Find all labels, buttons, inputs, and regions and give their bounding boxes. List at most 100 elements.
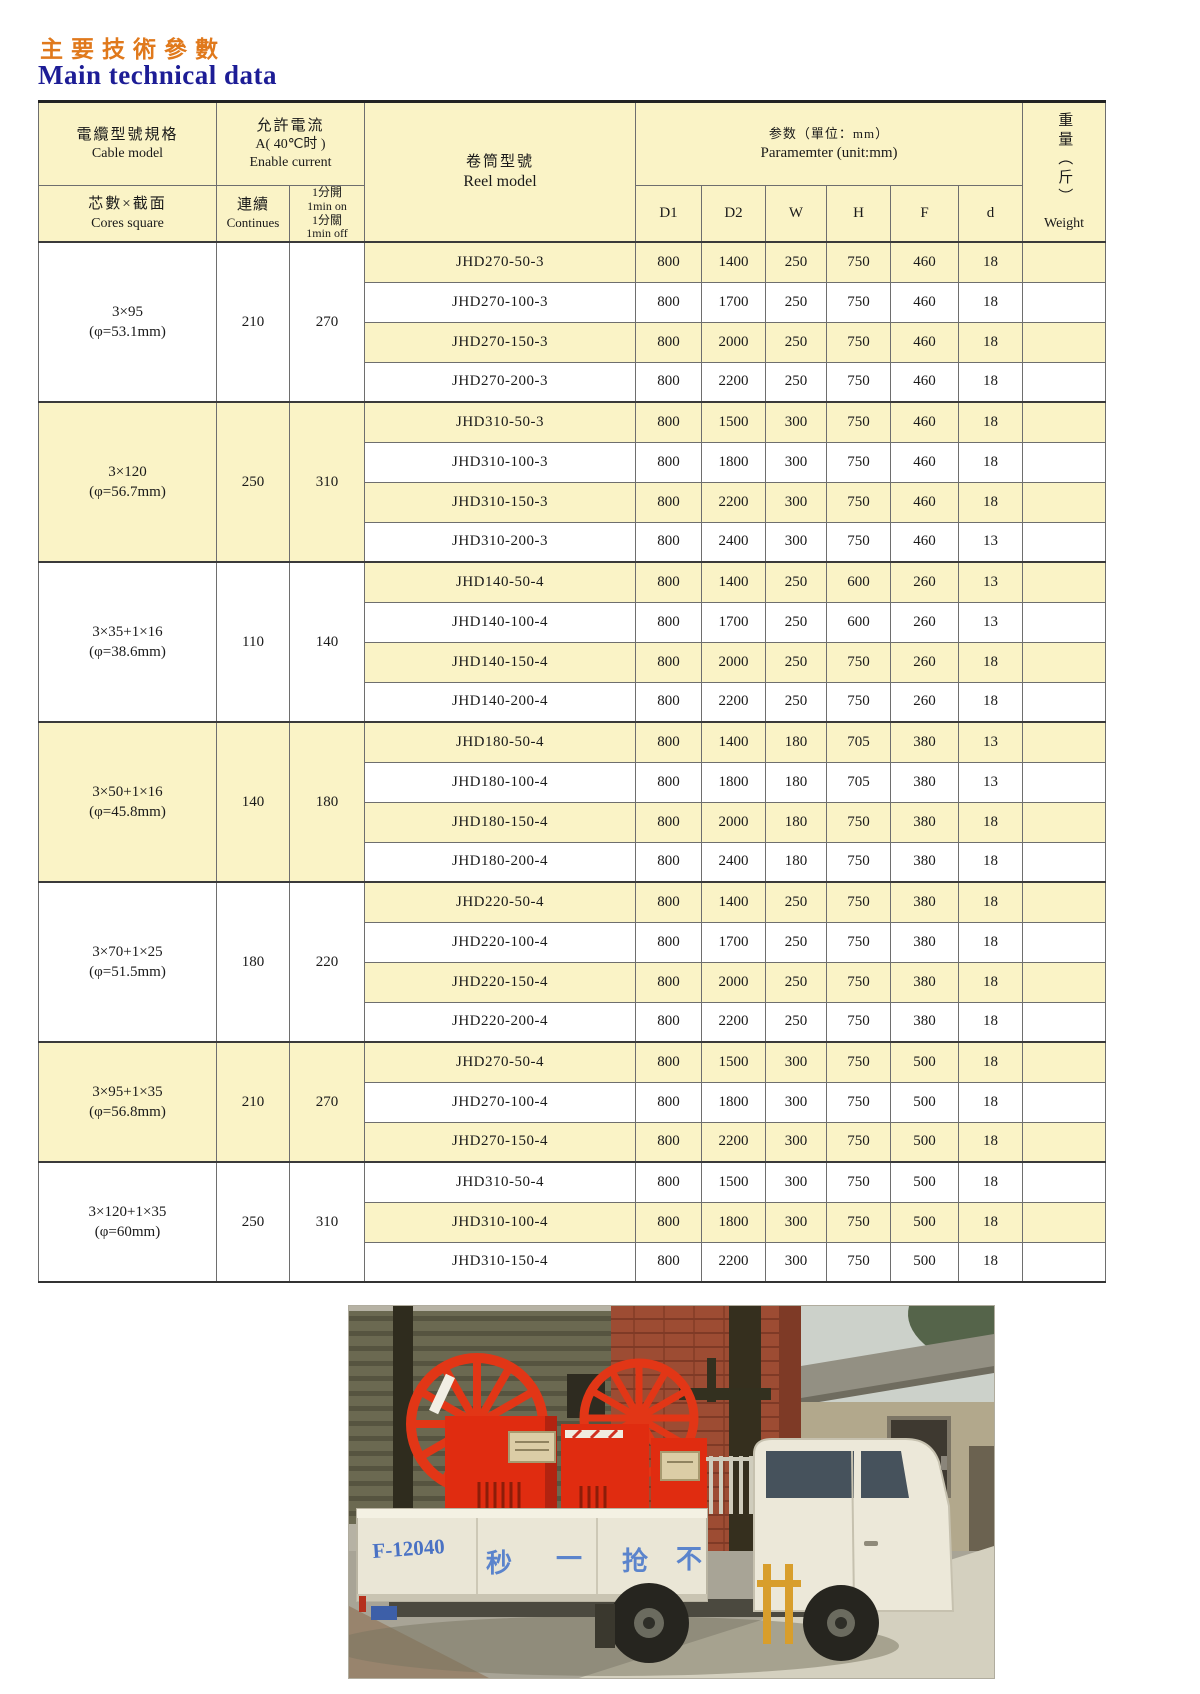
license-plate <box>371 1606 397 1620</box>
weight-cell <box>1022 961 1107 1003</box>
weight-cell <box>1022 561 1107 603</box>
dim-d1-cell: 800 <box>635 921 703 963</box>
intermittent-current-cell: 180 <box>288 721 366 883</box>
dim-d2-cell: 1400 <box>701 881 767 923</box>
roof-edge <box>801 1366 994 1405</box>
dim-d1-cell: 800 <box>635 321 703 363</box>
dim-f-cell: 500 <box>890 1041 960 1083</box>
dim-d-cell: 18 <box>958 321 1024 363</box>
doorway <box>969 1446 994 1551</box>
dim-h-cell: 705 <box>826 761 892 803</box>
reel-model-cell: JHD310-100-3 <box>364 441 637 483</box>
dim-f-cell: 380 <box>890 881 960 923</box>
reel-model-cell: JHD140-150-4 <box>364 641 637 683</box>
table-row: 3×50+1×16 (φ=45.8mm) 140 180 JHD180-50-4 800 1… <box>38 721 1107 883</box>
dim-d-cell: 13 <box>958 721 1024 763</box>
dim-w-cell: 250 <box>765 681 828 723</box>
dim-h-cell: 750 <box>826 961 892 1003</box>
dim-f-cell: 500 <box>890 1241 960 1283</box>
dim-h-cell: 750 <box>826 521 892 563</box>
dim-d1-cell: 800 <box>635 1241 703 1283</box>
reel-model-cell: JHD310-50-3 <box>364 401 637 443</box>
weight-cell <box>1022 761 1107 803</box>
dim-f-cell: 380 <box>890 961 960 1003</box>
dim-d2-cell: 2000 <box>701 961 767 1003</box>
dim-h-cell: 750 <box>826 1001 892 1043</box>
reel-model-cell: JHD270-150-3 <box>364 321 637 363</box>
header-enable-current-zh: 允許電流 <box>256 117 325 134</box>
dim-h-cell: 750 <box>826 1201 892 1243</box>
weight-cell <box>1022 921 1107 963</box>
weight-cell <box>1022 1121 1107 1163</box>
dim-f-cell: 500 <box>890 1161 960 1203</box>
dim-d2-cell: 1700 <box>701 281 767 323</box>
dim-d2-cell: 1400 <box>701 561 767 603</box>
dim-w-cell: 300 <box>765 1201 828 1243</box>
reel-model-cell: JHD270-50-4 <box>364 1041 637 1083</box>
dim-w-cell: 300 <box>765 1241 828 1283</box>
dim-h-cell: 750 <box>826 641 892 683</box>
table-row: JHD220-100-4 800 1700 250 750 380 18 <box>39 921 1107 963</box>
weight-cell <box>1022 1041 1107 1083</box>
dim-h-cell: 750 <box>826 801 892 843</box>
dim-d2-cell: 2200 <box>701 681 767 723</box>
header-reel-model: 卷筒型號 Reel model <box>364 101 637 243</box>
page-title-en: Main technical data <box>38 60 277 90</box>
dim-d1-cell: 800 <box>635 561 703 603</box>
header-cores-square-zh: 芯數×截面 <box>88 196 167 213</box>
cable-model-cell: 3×95 (φ=53.1mm) <box>38 241 217 403</box>
page-title-zh: 主要技術參數 <box>40 37 226 62</box>
dim-d-cell: 18 <box>958 841 1024 883</box>
table-row: JHD270-100-4 800 1800 300 750 500 18 <box>39 1081 1107 1123</box>
dim-h-cell: 750 <box>826 281 892 323</box>
reel-model-cell: JHD220-50-4 <box>364 881 637 923</box>
product-photo: F-12040 秒 一 抢 不 <box>348 1305 995 1679</box>
dim-d-cell: 18 <box>958 801 1024 843</box>
dim-d-cell: 18 <box>958 361 1024 403</box>
dim-f-cell: 460 <box>890 241 960 283</box>
reel-model-cell: JHD140-200-4 <box>364 681 637 723</box>
dim-d1-cell: 800 <box>635 241 703 283</box>
dim-d1-cell: 800 <box>635 641 703 683</box>
cable-model-cell: 3×120 (φ=56.7mm) <box>38 401 217 563</box>
dim-d1-cell: 800 <box>635 801 703 843</box>
reel-model-cell: JHD310-200-3 <box>364 521 637 563</box>
dim-d2-cell: 2200 <box>701 1001 767 1043</box>
reel-model-cell: JHD180-200-4 <box>364 841 637 883</box>
dim-d-cell: 18 <box>958 241 1024 283</box>
reel-model-cell: JHD180-150-4 <box>364 801 637 843</box>
dim-h-cell: 600 <box>826 561 892 603</box>
dim-w-cell: 250 <box>765 321 828 363</box>
dim-d2-cell: 1800 <box>701 441 767 483</box>
header-min-on-off: 1分開 1min on 1分關 1min off <box>288 185 366 243</box>
dim-d1-cell: 800 <box>635 601 703 643</box>
dim-d1-cell: 800 <box>635 1001 703 1043</box>
table-row: JHD140-100-4 800 1700 250 600 260 13 <box>39 601 1107 643</box>
table-row: 3×35+1×16 (φ=38.6mm) 110 140 JHD140-50-4 800 1… <box>38 561 1107 723</box>
continuous-current-cell: 210 <box>216 1041 290 1163</box>
dim-f-cell: 380 <box>890 721 960 763</box>
dim-d-cell: 18 <box>958 401 1024 443</box>
dim-d-cell: 18 <box>958 1041 1024 1083</box>
header-continues-zh: 連續 <box>236 197 269 214</box>
dim-w-cell: 180 <box>765 841 828 883</box>
header-cores-square: 芯數×截面 Cores square <box>38 185 217 243</box>
dim-d-cell: 18 <box>958 1001 1024 1043</box>
weight-cell <box>1022 1081 1107 1123</box>
header-cores-square-en: Cores square <box>91 215 164 231</box>
table-row: JHD140-150-4 800 2000 250 750 260 18 <box>39 641 1107 683</box>
dim-h-cell: 750 <box>826 1161 892 1203</box>
reel-model-cell: JHD270-100-4 <box>364 1081 637 1123</box>
dim-f-cell: 380 <box>890 921 960 963</box>
header-cable-model-en: Cable model <box>91 146 164 162</box>
header-cable-model-zh: 電纜型號規格 <box>76 126 179 143</box>
header-enable-current-amp: A( 40℃时 ) <box>255 136 326 152</box>
front-wheel-hub <box>835 1617 847 1629</box>
intermittent-current-cell: 220 <box>288 881 366 1043</box>
dim-h-cell: 750 <box>826 921 892 963</box>
reel-model-cell: JHD140-50-4 <box>364 561 637 603</box>
table-row: JHD180-100-4 800 1800 180 705 380 13 <box>39 761 1107 803</box>
table-row: 3×70+1×25 (φ=51.5mm) 180 220 JHD220-50-4 800 1… <box>38 881 1107 1043</box>
table-body: 3×95 (φ=53.1mm) 210 270 JHD270-50-3 800 1400 25… <box>38 241 1107 1283</box>
dim-d2-cell: 1500 <box>701 1161 767 1203</box>
